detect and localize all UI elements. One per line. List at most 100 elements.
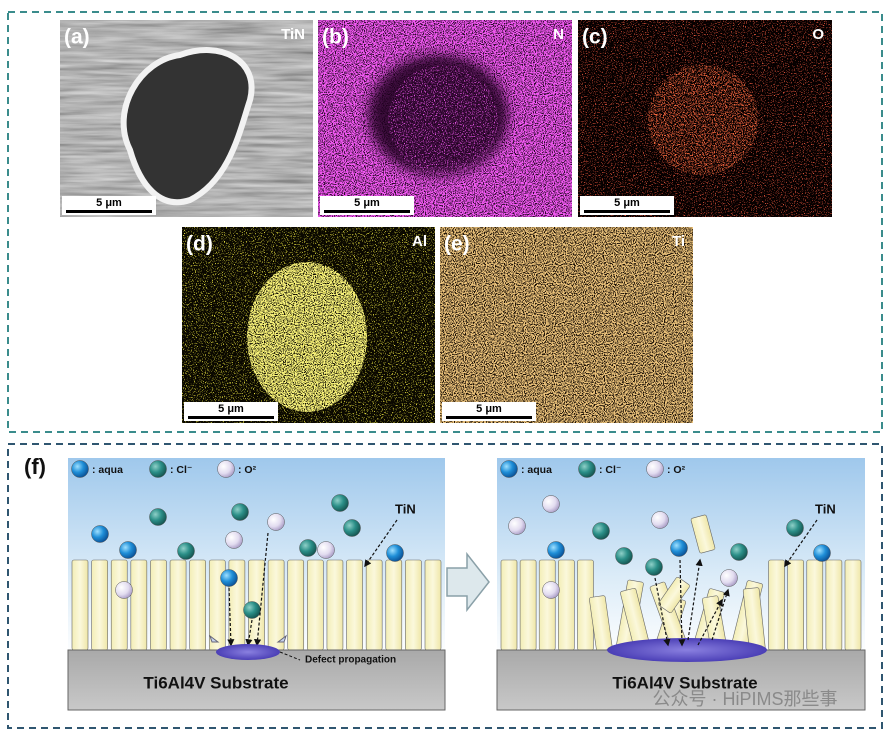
diffusion-arrow	[784, 519, 818, 568]
particle	[225, 531, 243, 549]
element-label: O	[812, 26, 824, 43]
schematic: : aqua : Cl⁻ : O² Ti6Al4V Substrate TiN Defec…	[67, 458, 866, 711]
scale-bar	[188, 416, 274, 419]
tin-column	[365, 559, 383, 651]
scale-bar-label: 5 μm	[218, 403, 244, 415]
map-panel: (a) TiN 5 μm	[60, 20, 313, 217]
particle	[217, 460, 235, 478]
diffusion-arrow	[227, 587, 235, 647]
panel-label: (e)	[444, 233, 470, 256]
particle	[115, 581, 133, 599]
particle	[386, 544, 404, 562]
coating-label: TiN	[815, 501, 836, 516]
particle	[646, 460, 664, 478]
tin-column	[424, 559, 442, 651]
tin-column	[405, 559, 422, 651]
tin-column	[825, 559, 843, 651]
panel-label: (b)	[322, 26, 349, 49]
particle	[119, 541, 137, 559]
tin-column	[346, 559, 363, 651]
legend-label: : aqua	[521, 464, 552, 476]
tin-column	[150, 559, 167, 651]
legend-label: : Cl⁻	[170, 464, 192, 476]
particle	[299, 539, 317, 557]
particle	[645, 558, 663, 576]
particle	[220, 569, 238, 587]
legend-label: : O²	[667, 464, 686, 476]
tin-column	[519, 559, 537, 651]
scale-bar	[324, 210, 410, 213]
scale-bar-label: 5 μm	[96, 197, 122, 209]
diffusion-arrow	[697, 598, 723, 646]
particle	[651, 511, 669, 529]
annotation: Defect propagation	[305, 655, 396, 666]
legend-label: : aqua	[92, 464, 123, 476]
map-image	[60, 20, 313, 217]
diffusion-arrow	[687, 558, 703, 641]
eds-maps: (a) TiN 5 μm (b) N 5 μm (c) O 5 μm (d) Al 5 μm (e) Ti…	[60, 20, 832, 423]
frame-schematic	[7, 443, 883, 729]
tin-column	[110, 559, 128, 651]
element-label: TiN	[281, 26, 305, 43]
map-panel: (d) Al 5 μm	[182, 227, 435, 423]
map-noise	[440, 227, 693, 423]
enriched-region	[648, 65, 758, 175]
tin-column	[768, 559, 785, 651]
map-panel: (e) Ti 5 μm	[440, 227, 693, 423]
element-label: Al	[412, 233, 427, 250]
element-label: N	[553, 26, 564, 43]
particle	[547, 541, 565, 559]
particle	[243, 601, 261, 619]
substrate-label: Ti6Al4V Substrate	[143, 673, 288, 692]
map-image	[578, 20, 832, 217]
panel-label: (c)	[582, 26, 608, 49]
particle	[149, 460, 167, 478]
tin-column	[558, 559, 575, 651]
particle	[231, 503, 249, 521]
tin-column	[307, 559, 324, 651]
panel-label: (f)	[24, 454, 46, 479]
scale-bar-label: 5 μm	[614, 197, 640, 209]
particle	[670, 539, 688, 557]
schematic-right: : aqua: Cl⁻: O² Ti6Al4V Substrate TiN	[496, 458, 866, 711]
particle	[813, 544, 831, 562]
map-panel: (c) O 5 μm	[578, 20, 832, 217]
particle	[91, 525, 109, 543]
particle	[578, 460, 596, 478]
frame-maps	[7, 11, 883, 433]
diffusion-arrow	[654, 577, 671, 647]
enriched-region	[388, 65, 498, 175]
particle	[267, 513, 285, 531]
diffusion-arrow	[245, 619, 253, 647]
watermark: 公众号 · HiPIMS那些事	[652, 689, 837, 709]
pit	[120, 47, 255, 206]
substrate	[67, 649, 446, 711]
tin-column	[287, 559, 305, 651]
particle	[500, 460, 518, 478]
scale-bar	[584, 210, 670, 213]
particle	[508, 517, 526, 535]
map-image	[318, 20, 572, 217]
tin-column	[326, 559, 344, 651]
scale-bar	[446, 416, 532, 419]
tin-column	[844, 559, 862, 651]
particle	[177, 542, 195, 560]
tin-column	[500, 559, 518, 651]
particle	[730, 543, 748, 561]
particle	[149, 508, 167, 526]
particle	[542, 495, 560, 513]
particle	[615, 547, 633, 565]
substrate-label: Ti6Al4V Substrate	[612, 673, 757, 692]
particle	[71, 460, 89, 478]
tin-column	[267, 559, 285, 651]
defect	[607, 638, 767, 662]
detached-column	[690, 514, 716, 554]
detached-column	[658, 576, 690, 614]
map-panel: (b) N 5 μm	[318, 20, 572, 217]
tin-column	[385, 559, 403, 651]
diffusion-arrow	[364, 519, 398, 568]
tin-column	[71, 559, 89, 651]
tin-column	[130, 559, 148, 651]
panel-label: (d)	[186, 233, 213, 256]
